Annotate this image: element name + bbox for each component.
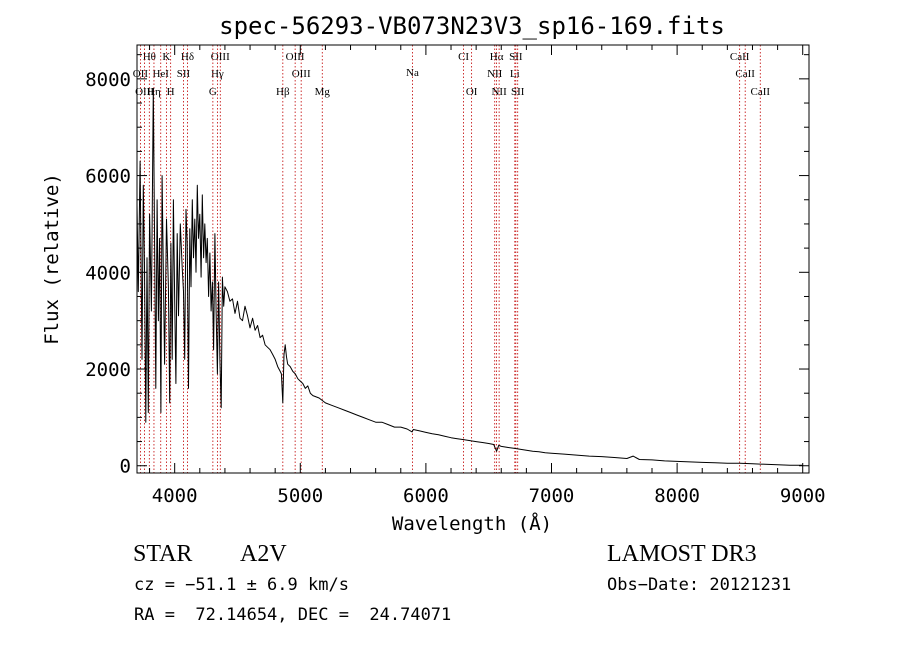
marker-label: OIII bbox=[286, 51, 305, 63]
marker-label: HeI bbox=[152, 68, 169, 80]
marker-label: SII bbox=[511, 86, 525, 98]
marker-label: Hη bbox=[147, 86, 161, 98]
marker-label: NII bbox=[487, 68, 503, 80]
y-tick-label: 8000 bbox=[85, 69, 131, 91]
marker-label: OIII bbox=[211, 51, 230, 63]
marker-label: H bbox=[167, 86, 175, 98]
object-class: STAR bbox=[133, 541, 192, 567]
marker-label: Li bbox=[510, 68, 520, 80]
marker-label: K bbox=[162, 51, 170, 63]
y-axis-label: Flux (relative) bbox=[41, 173, 63, 345]
marker-label: CI bbox=[458, 51, 469, 63]
marker-label: NII bbox=[491, 86, 507, 98]
marker-label: Na bbox=[406, 67, 419, 79]
marker-label: OIII bbox=[135, 86, 154, 98]
marker-label: OIII bbox=[292, 68, 311, 80]
marker-label: CaII bbox=[750, 86, 770, 98]
x-tick-label: 4000 bbox=[152, 485, 198, 507]
x-tick-label: 5000 bbox=[277, 485, 323, 507]
x-tick-label: 8000 bbox=[654, 485, 700, 507]
y-tick-label: 6000 bbox=[85, 166, 131, 188]
series-line-flux bbox=[136, 88, 803, 466]
y-tick-label: 2000 bbox=[85, 359, 131, 381]
survey-name: LAMOST DR3 bbox=[607, 541, 757, 567]
x-tick-label: 9000 bbox=[780, 485, 826, 507]
marker-label: OI bbox=[466, 86, 478, 98]
marker-label: CaII bbox=[735, 68, 755, 80]
observation-date: Obs−Date: 20121231 bbox=[607, 575, 791, 595]
marker-label: Mg bbox=[315, 86, 331, 98]
marker-label: G bbox=[209, 86, 217, 98]
x-tick-label: 6000 bbox=[403, 485, 449, 507]
plot-frame bbox=[136, 44, 810, 474]
line-markers: Hθ K Hδ OIII OIII CI Hα SII CaII OII HeI SII Hγ OIII N… bbox=[133, 45, 770, 473]
chart-title: spec-56293-VB073N23V3_sp16-169.fits bbox=[219, 12, 725, 40]
series-layer bbox=[136, 88, 803, 466]
marker-label: Hδ bbox=[181, 51, 194, 63]
y-tick-label: 0 bbox=[120, 456, 131, 478]
y-tick-label: 4000 bbox=[85, 262, 131, 284]
redshift-velocity: cz = −51.1 ± 6.9 km/s bbox=[134, 575, 349, 595]
object-subclass: A2V bbox=[240, 541, 287, 567]
marker-label: Hθ bbox=[143, 51, 156, 63]
marker-label: Hα bbox=[490, 51, 504, 63]
x-tick-label: 7000 bbox=[529, 485, 575, 507]
marker-label: OII bbox=[133, 68, 149, 80]
marker-label: SII bbox=[177, 68, 191, 80]
marker-label: Hβ bbox=[276, 86, 290, 98]
marker-label: SII bbox=[509, 51, 523, 63]
marker-label: Hγ bbox=[211, 68, 224, 80]
marker-label: CaII bbox=[730, 51, 750, 63]
axis-ticks: 4000 5000 6000 7000 8000 9000 0 2000 4000 6000 800… bbox=[85, 45, 826, 507]
x-axis-label: Wavelength (Å) bbox=[392, 512, 552, 535]
sky-coordinates: RA = 72.14654, DEC = 24.74071 bbox=[134, 605, 451, 625]
